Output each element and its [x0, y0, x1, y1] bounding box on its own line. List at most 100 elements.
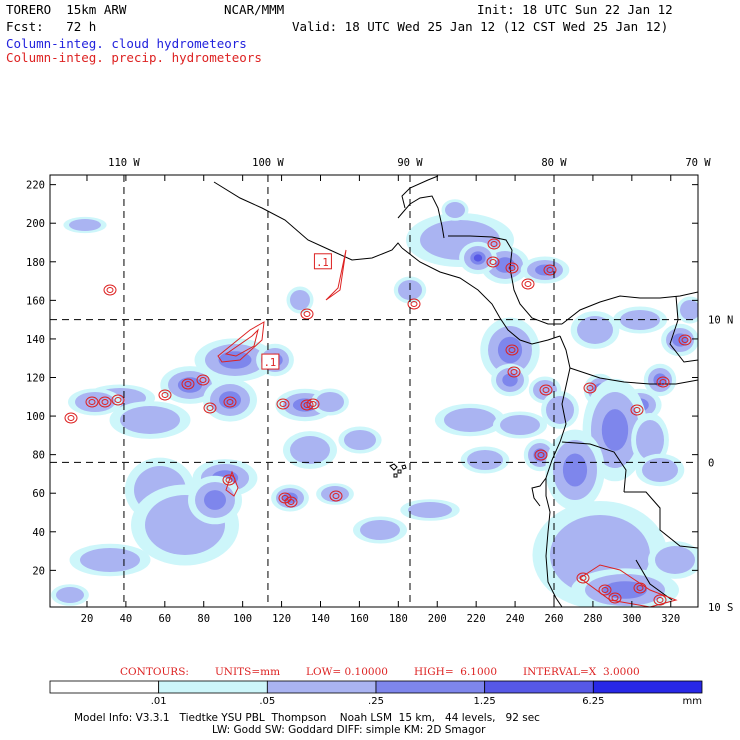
precip-contour	[487, 238, 501, 250]
longitude-label: 110 W	[108, 157, 140, 169]
precip-contour	[583, 382, 597, 394]
precip-contour	[196, 374, 210, 386]
contour-label-box	[261, 353, 280, 370]
precip-contour-inner	[106, 287, 114, 293]
precip-contour	[505, 344, 519, 356]
cloud-shade	[636, 420, 664, 460]
y-tick-label: 160	[26, 295, 45, 307]
longitude-label: 80 W	[541, 157, 567, 169]
precip-contour-inner	[546, 267, 554, 273]
cloud-shade-mid	[603, 581, 647, 599]
precip-contour-line	[325, 249, 347, 301]
coastline-central-america-pacific	[401, 247, 561, 345]
precip-contour-inner	[601, 587, 609, 593]
precip-contour-inner	[537, 452, 545, 458]
x-tick-label: 260	[545, 613, 564, 625]
cloud-shade	[56, 587, 84, 603]
colorbar-segment	[375, 680, 486, 694]
longitude-label: 90 W	[397, 157, 423, 169]
contour-labels: .1 .1	[261, 253, 332, 370]
cloud-shade	[316, 392, 344, 412]
latitude-label: 10 S	[708, 602, 733, 614]
y-tick-label: 140	[26, 334, 45, 346]
coastlines	[213, 175, 698, 607]
cloud-shade-mid	[204, 490, 226, 510]
cloud-shade	[80, 548, 140, 572]
y-tick-label: 60	[32, 488, 45, 500]
precip-contour	[300, 308, 314, 320]
cloud-shade-mid	[672, 333, 688, 347]
x-tick-label: 160	[350, 613, 369, 625]
border-colombia	[569, 367, 698, 385]
y-tick-label: 20	[32, 565, 45, 577]
y-tick-label: 220	[26, 180, 45, 192]
precip-contour-inner	[636, 585, 644, 591]
colorbar-tick-label: .01	[151, 696, 167, 707]
contour-label: .1	[316, 257, 329, 269]
precip-contour	[284, 496, 298, 508]
cloud-hydrometeor-shading	[51, 199, 698, 607]
contours-units: UNITS=mm	[214, 666, 281, 678]
coastline-gulf	[401, 175, 439, 209]
x-tick-label: 320	[661, 613, 680, 625]
precip-contour	[64, 412, 78, 424]
y-tick-label: 200	[26, 218, 45, 230]
colorbar-segment	[49, 680, 160, 694]
colorbar-tick-label: .25	[368, 696, 384, 707]
x-tick-label: 240	[506, 613, 525, 625]
precip-contour	[407, 298, 421, 310]
x-tick-label: 140	[311, 613, 330, 625]
precip-contour	[203, 402, 217, 414]
precip-contour	[521, 278, 535, 290]
precip-contour-inner	[510, 369, 518, 375]
precip-contour	[181, 378, 195, 390]
valid-time: Valid: 18 UTC Wed 25 Jan 12 (12 CST Wed …	[292, 19, 669, 34]
cloud-shade-dark	[473, 254, 483, 262]
model-title: TORERO 15km ARW	[6, 2, 127, 17]
latitude-label: 0	[708, 457, 714, 469]
y-tick-label: 100	[26, 411, 45, 423]
coastline-mexico-pacific	[213, 181, 403, 261]
precip-contour-inner	[199, 377, 207, 383]
precip-contour-inner	[206, 405, 214, 411]
cloud-shade	[546, 396, 574, 424]
cloud-shade	[577, 316, 613, 344]
cloud-shade	[655, 546, 695, 574]
cloud-shade-mid	[535, 264, 555, 276]
precip-contour	[85, 396, 99, 408]
cloud-shade	[444, 408, 496, 432]
precip-contour-inner	[279, 401, 287, 407]
model-info-line1: Model Info: V3.3.1 Tiedtke YSU PBL Thomp…	[74, 712, 540, 724]
border-peru	[624, 491, 698, 549]
x-tick-label: 80	[197, 613, 210, 625]
longitude-label: 70 W	[685, 157, 711, 169]
cloud-shade	[69, 219, 101, 231]
precip-contour-large-inner	[224, 328, 259, 357]
precip-contour	[505, 262, 519, 274]
contour-label-box	[313, 253, 332, 270]
center-title: NCAR/MMM	[224, 2, 285, 17]
precip-contour-inner	[490, 241, 498, 247]
precip-contour	[576, 572, 590, 584]
precip-contour-inner	[309, 401, 317, 407]
contour-info: CONTOURS: UNITS=mm LOW= 0.10000 HIGH= 6.100…	[120, 666, 666, 678]
contours-label: CONTOURS:	[120, 666, 189, 678]
precip-contour-inner	[659, 379, 667, 385]
precip-contour	[300, 399, 314, 411]
x-tick-label: 120	[272, 613, 291, 625]
latitude-labels: 10 N 0 10 S	[708, 315, 733, 614]
x-axis-ticks: 20 40 60 80 100 120 140 160 180 200 220 240 260 280 30…	[81, 175, 680, 625]
precip-contour-inner	[542, 387, 550, 393]
x-tick-label: 200	[428, 613, 447, 625]
precip-contour	[486, 256, 500, 268]
precip-contour	[98, 396, 112, 408]
precip-contour-inner	[161, 392, 169, 398]
colorbar-tick-label: .05	[259, 696, 275, 707]
border-venezuela	[669, 295, 698, 363]
cloud-shade	[680, 300, 698, 320]
y-tick-label: 40	[32, 527, 45, 539]
precip-contour	[276, 398, 290, 410]
precip-contour-inner	[67, 415, 75, 421]
precip-contour-inner	[656, 597, 664, 603]
contour-label: .1	[264, 357, 277, 369]
